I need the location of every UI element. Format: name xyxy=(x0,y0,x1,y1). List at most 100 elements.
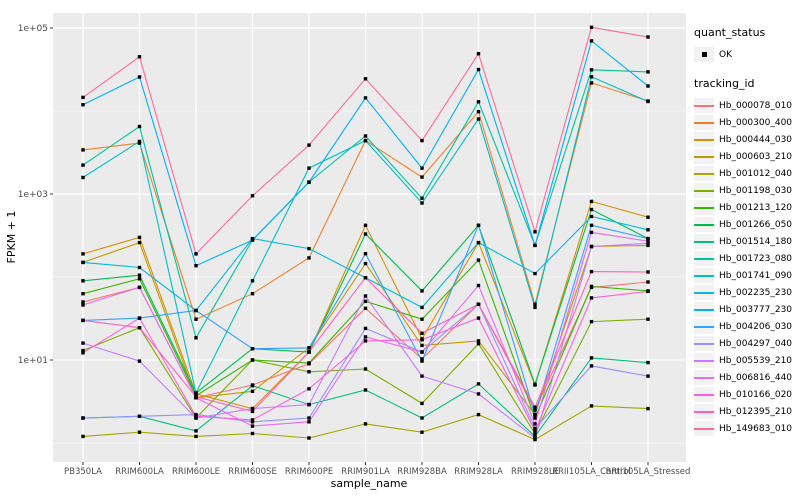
data-point xyxy=(646,360,650,365)
data-point xyxy=(420,338,424,342)
legend-item-tracking: Hb_000300_400 xyxy=(694,114,798,131)
legend-key-box xyxy=(694,115,714,130)
data-point xyxy=(420,196,424,200)
legend-item-tracking: Hb_001266_050 xyxy=(694,216,798,233)
legend-key-box xyxy=(694,285,714,300)
data-point xyxy=(194,395,198,399)
legend-item-label: Hb_001741_090 xyxy=(719,270,793,281)
y-tick-label: 1e+05 xyxy=(18,24,48,34)
data-point xyxy=(307,256,311,260)
y-tick-label: 1e+01 xyxy=(18,356,48,366)
data-point xyxy=(363,223,368,227)
line-swatch-icon xyxy=(694,223,714,226)
legend-quant-status-title: quant_status xyxy=(694,26,766,39)
data-point xyxy=(646,99,650,104)
data-point xyxy=(81,252,85,256)
legend-item-label: Hb_000078_010 xyxy=(719,100,793,111)
data-point xyxy=(194,414,198,418)
y-tick-label: 1e+03 xyxy=(18,190,48,200)
x-tick-label: RRIM600LE xyxy=(172,467,220,477)
data-point xyxy=(137,240,142,245)
data-point xyxy=(137,55,142,59)
legend-item-label: Hb_002235_230 xyxy=(719,287,793,298)
data-point xyxy=(250,424,255,428)
data-point xyxy=(420,350,424,354)
data-point xyxy=(81,279,85,283)
legend-item-tracking: Hb_001198_030 xyxy=(694,182,798,199)
data-point xyxy=(420,331,424,335)
data-point xyxy=(250,409,255,414)
data-point xyxy=(81,434,85,439)
data-point xyxy=(81,292,85,296)
legend-item-tracking: Hb_006816_440 xyxy=(694,369,798,386)
data-point xyxy=(476,240,481,245)
data-point xyxy=(250,418,255,422)
data-point xyxy=(646,215,650,219)
data-point xyxy=(420,166,424,170)
data-point xyxy=(307,436,311,440)
data-point xyxy=(533,382,537,386)
legend-key-box xyxy=(694,200,714,215)
data-point xyxy=(137,326,142,330)
data-point xyxy=(81,95,85,100)
legend-item-tracking: Hb_003777_230 xyxy=(694,301,798,318)
line-swatch-icon xyxy=(694,121,714,124)
data-point xyxy=(589,75,594,79)
data-point xyxy=(250,194,255,198)
data-point xyxy=(363,367,368,371)
legend-item-tracking: Hb_005539_210 xyxy=(694,352,798,369)
legend-item-label: Hb_001012_040 xyxy=(719,168,793,179)
line-swatch-icon xyxy=(694,393,714,396)
legend-item-label: Hb_001723_080 xyxy=(719,253,793,264)
data-point xyxy=(533,405,537,409)
data-point xyxy=(476,117,481,121)
data-point xyxy=(646,239,650,243)
data-point xyxy=(307,402,311,407)
data-point xyxy=(194,336,198,340)
line-swatch-icon xyxy=(694,257,714,260)
data-point xyxy=(533,243,537,248)
data-point xyxy=(363,306,368,310)
data-point xyxy=(533,416,537,420)
data-point xyxy=(81,303,85,307)
data-point xyxy=(476,316,481,320)
line-swatch-icon xyxy=(694,410,714,413)
data-point xyxy=(81,318,85,323)
data-point xyxy=(307,361,311,365)
data-point xyxy=(533,408,537,412)
data-point xyxy=(476,110,481,114)
data-point xyxy=(420,343,424,348)
legend-item-tracking: Hb_001213_120 xyxy=(694,199,798,216)
legend-item-label: Hb_004297_040 xyxy=(719,338,793,349)
data-point xyxy=(307,416,311,420)
data-point xyxy=(307,346,311,350)
data-point xyxy=(589,356,594,360)
data-point xyxy=(646,70,650,74)
legend-item-label: OK xyxy=(719,49,732,60)
x-tick-label: RRIM901LA xyxy=(341,467,390,477)
data-point xyxy=(363,77,368,81)
legend-tracking-id: tracking_id Hb_000078_010 Hb_000300_400 Hb… xyxy=(694,77,798,437)
data-point xyxy=(81,148,85,152)
data-point xyxy=(363,335,368,339)
data-point xyxy=(137,285,142,290)
data-point xyxy=(250,420,255,424)
data-point xyxy=(476,302,481,306)
data-point xyxy=(194,429,198,433)
data-point xyxy=(137,265,142,270)
data-point xyxy=(250,347,255,351)
data-point xyxy=(476,223,481,227)
data-point xyxy=(476,100,481,104)
line-swatch-icon xyxy=(694,291,714,294)
data-point xyxy=(589,404,594,408)
data-point xyxy=(589,214,594,219)
data-point xyxy=(307,166,311,170)
legend-key-box xyxy=(694,319,714,334)
line-swatch-icon xyxy=(694,189,714,192)
data-point xyxy=(646,406,650,411)
legend-item-tracking: Hb_001514_180 xyxy=(694,233,798,250)
data-point xyxy=(476,382,481,386)
data-point xyxy=(589,68,594,72)
data-point xyxy=(137,273,142,277)
legend-item-tracking: Hb_004297_040 xyxy=(694,335,798,352)
